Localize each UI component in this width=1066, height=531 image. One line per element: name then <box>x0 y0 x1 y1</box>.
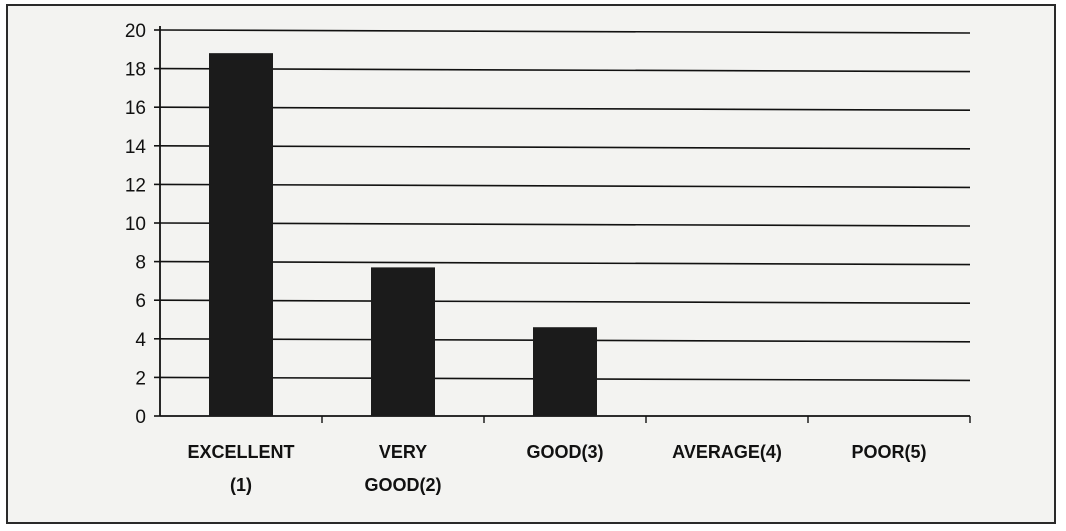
y-tick-label: 16 <box>125 98 146 119</box>
gridline-20 <box>159 29 971 34</box>
y-tick-label: 12 <box>125 175 146 196</box>
y-tick-label: 4 <box>135 330 146 351</box>
category-label: GOOD(2) <box>364 475 441 495</box>
category-label: VERY <box>379 442 427 462</box>
gridline-18 <box>159 67 971 73</box>
y-tick-label: 8 <box>135 253 146 274</box>
y-tick-label: 2 <box>135 368 146 389</box>
category-label: (1) <box>230 475 252 495</box>
y-tick-label: 10 <box>125 214 146 235</box>
x-category-labels: EXCELLENT (1) VERY GOOD(2) GOOD(3) AVERAGE(4)… <box>187 442 926 495</box>
bars <box>209 53 597 416</box>
category-label: GOOD(3) <box>526 442 603 462</box>
y-tick-label: 14 <box>125 137 147 158</box>
gridline-16 <box>159 106 971 111</box>
gridline-10 <box>159 222 971 227</box>
gridlines <box>159 29 971 382</box>
category-label: POOR(5) <box>851 442 926 462</box>
gridline-6 <box>159 299 971 305</box>
gridline-14 <box>159 145 971 150</box>
y-tick-labels: 0 2 4 6 8 10 12 14 16 18 20 <box>125 21 147 428</box>
bar-0 <box>209 53 273 416</box>
gridline-8 <box>159 260 971 266</box>
y-tick-label: 6 <box>135 291 146 312</box>
chart-frame: 0 2 4 6 8 10 12 14 16 18 20 EXCELLENT (1) VERY GOOD(2… <box>6 4 1056 524</box>
bar-chart: 0 2 4 6 8 10 12 14 16 18 20 EXCELLENT (1) VERY GOOD(2… <box>125 21 971 495</box>
bar-1 <box>371 267 435 416</box>
y-tick-label: 20 <box>125 21 146 42</box>
y-tick-label: 18 <box>125 60 146 81</box>
category-label: AVERAGE(4) <box>672 442 782 462</box>
y-tick-label: 0 <box>135 407 146 428</box>
bar-2 <box>533 327 597 416</box>
category-label: EXCELLENT <box>187 442 294 462</box>
gridline-12 <box>159 183 971 189</box>
